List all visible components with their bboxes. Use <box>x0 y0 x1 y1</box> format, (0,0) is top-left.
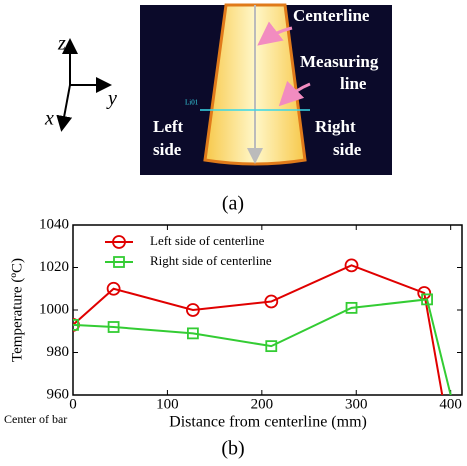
marker <box>113 256 125 268</box>
axis-letter: y <box>106 88 117 110</box>
y-tick-label: 1040 <box>39 216 69 232</box>
series-line <box>73 264 444 395</box>
axis-letter: x <box>44 108 54 130</box>
marker <box>73 318 79 331</box>
image-label: Measuring <box>300 52 379 71</box>
image-label: side <box>333 140 362 159</box>
marker <box>264 294 279 309</box>
marker <box>421 293 433 306</box>
caption: (b) <box>221 438 244 460</box>
axis-letter: z <box>57 33 66 55</box>
x-tick-label: 400 <box>439 396 462 412</box>
image-label: side <box>153 140 182 159</box>
x-axis-label: Distance from centerline (mm) <box>169 414 367 431</box>
legend-label: Left side of centerline <box>150 233 265 248</box>
annotation: Center of bar <box>4 412 67 426</box>
x-tick-label: 100 <box>156 396 179 412</box>
marker <box>107 321 120 333</box>
thermal-image <box>140 3 392 175</box>
series-line <box>73 298 452 395</box>
marker <box>265 340 278 353</box>
x-tick-label: 300 <box>345 396 368 412</box>
image-label: Left <box>153 117 184 136</box>
y-tick-label: 980 <box>47 344 70 360</box>
y-axis-label: Temperature (ºC) <box>9 258 25 362</box>
marker <box>186 303 200 317</box>
marker <box>344 258 359 273</box>
caption: (a) <box>222 193 244 215</box>
x-tick-label: 200 <box>251 396 274 412</box>
y-tick-label: 1000 <box>39 301 69 317</box>
coordinate-axes <box>56 38 112 132</box>
image-label: Centerline <box>293 6 370 25</box>
marker <box>444 432 456 444</box>
legend-label: Right side of centerline <box>150 253 272 268</box>
y-tick-label: 1020 <box>39 259 69 275</box>
plot-area <box>73 258 456 444</box>
marker <box>345 301 358 314</box>
marker <box>106 281 121 296</box>
y-tick-label: 960 <box>47 386 70 402</box>
line-id: Li01 <box>185 99 199 107</box>
marker <box>187 327 199 340</box>
image-label: Right <box>315 117 356 136</box>
image-label: line <box>340 74 367 93</box>
plot-frame <box>72 224 463 396</box>
x-tick-label: 0 <box>69 396 77 412</box>
marker <box>112 235 126 249</box>
